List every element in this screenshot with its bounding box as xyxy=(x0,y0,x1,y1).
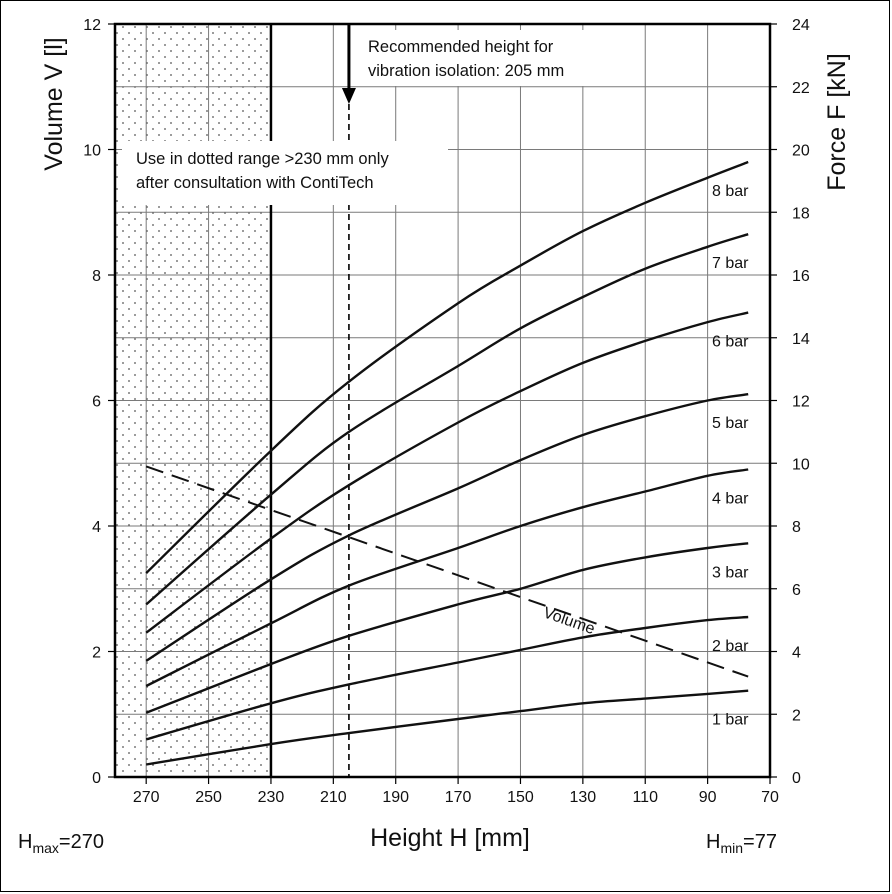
y-right-tick-label: 2 xyxy=(792,707,801,724)
y-left-tick-label: 6 xyxy=(92,394,101,411)
y-right-tick-label: 12 xyxy=(792,394,810,411)
force-curve-6-bar xyxy=(145,311,749,634)
recommended-height-annotation: Recommended height for vibration isolati… xyxy=(341,24,617,104)
recommended-annotation-box xyxy=(356,30,617,86)
force-curve-8-bar xyxy=(145,160,749,574)
force-curve-5-bar xyxy=(145,393,749,662)
hmin-label: Hmin=77 xyxy=(706,831,777,856)
x-tick-label: 230 xyxy=(258,789,285,806)
x-tick-label: 90 xyxy=(699,789,717,806)
series-label-2-bar: 2 bar xyxy=(712,638,749,655)
y-right-tick-label: 10 xyxy=(792,456,810,473)
recommended-annotation-line-2: vibration isolation: 205 mm xyxy=(368,62,564,80)
series-label-3-bar: 3 bar xyxy=(712,564,749,581)
y-right-tick-label: 18 xyxy=(792,205,810,222)
series-label-8-bar: 8 bar xyxy=(712,183,749,200)
y-right-tick-label: 22 xyxy=(792,80,810,97)
y-left-tick-label: 4 xyxy=(92,519,101,536)
axis-ticks: 270 250 230 210 190 170 150 130 110 90 70024681012… xyxy=(83,17,810,806)
x-tick-label: 210 xyxy=(320,789,347,806)
x-tick-label: 110 xyxy=(632,789,658,806)
x-tick-label: 170 xyxy=(445,789,472,806)
y-right-tick-label: 14 xyxy=(792,331,810,348)
y-right-tick-label: 0 xyxy=(792,770,801,787)
y-right-axis-title: Force F [kN] xyxy=(823,53,851,191)
volume-label: Volume xyxy=(541,604,597,638)
force-curve-4-bar xyxy=(145,468,749,688)
y-right-tick-label: 4 xyxy=(792,645,801,662)
x-tick-label: 190 xyxy=(382,789,409,806)
y-right-tick-label: 20 xyxy=(792,143,810,160)
series-label-6-bar: 6 bar xyxy=(712,334,749,351)
y-right-tick-label: 24 xyxy=(792,17,810,34)
force-curve-1-bar xyxy=(146,689,749,766)
y-right-tick-label: 16 xyxy=(792,268,810,285)
force-curve-3-bar xyxy=(145,542,749,714)
dotted-range-annotation: Use in dotted range >230 mm only after c… xyxy=(122,141,448,205)
y-right-tick-label: 6 xyxy=(792,582,801,599)
y-left-tick-label: 10 xyxy=(83,143,101,160)
series-label-4-bar: 4 bar xyxy=(712,491,749,508)
hmax-label: Hmax=270 xyxy=(18,831,104,856)
series-label-5-bar: 5 bar xyxy=(712,415,749,432)
x-tick-label: 130 xyxy=(570,789,597,806)
x-tick-label: 150 xyxy=(507,789,534,806)
dotted-note-box xyxy=(122,141,448,205)
y-right-tick-label: 8 xyxy=(792,519,801,536)
y-left-axis-title: Volume V [l] xyxy=(40,37,68,170)
y-left-tick-label: 2 xyxy=(92,645,101,662)
y-left-tick-label: 8 xyxy=(92,268,101,285)
down-arrow-icon xyxy=(341,88,356,104)
series-label-1-bar: 1 bar xyxy=(712,712,749,729)
x-tick-label: 270 xyxy=(133,789,160,806)
dotted-note-line-2: after consultation with ContiTech xyxy=(136,174,374,192)
x-tick-label: 70 xyxy=(761,789,779,806)
x-tick-label: 250 xyxy=(195,789,222,806)
y-left-tick-label: 0 xyxy=(92,770,101,787)
dotted-note-line-1: Use in dotted range >230 mm only xyxy=(136,150,389,168)
recommended-annotation-line-1: Recommended height for xyxy=(368,38,554,56)
x-axis-title: Height H [mm] xyxy=(370,824,530,852)
series-label-7-bar: 7 bar xyxy=(712,255,749,272)
force-curve-2-bar xyxy=(145,615,749,741)
force-curve-7-bar xyxy=(145,233,749,606)
y-left-tick-label: 12 xyxy=(83,17,101,34)
